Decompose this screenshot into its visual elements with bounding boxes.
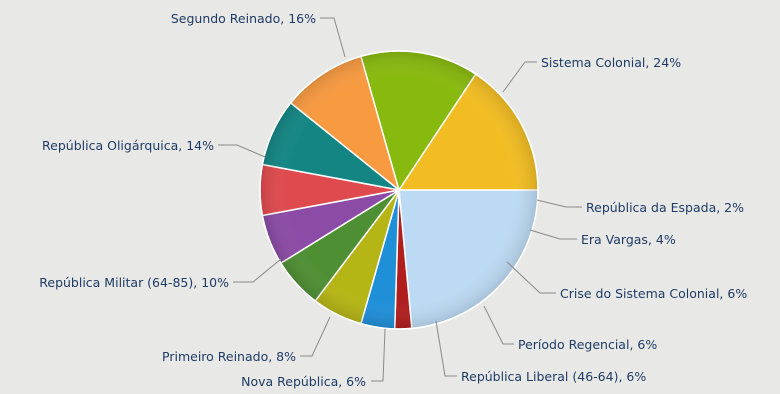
leader-line — [371, 328, 386, 382]
slice-label: República Oligárquica, 14% — [42, 138, 214, 153]
slice-labels: Sistema Colonial, 24% República da Espada… — [39, 11, 747, 389]
leader-line — [300, 316, 331, 357]
slice-label: Nova República, 6% — [241, 374, 366, 389]
leader-line — [536, 199, 582, 208]
leader-line — [506, 261, 556, 294]
slice-label: Sistema Colonial, 24% — [541, 55, 681, 70]
leader-line — [483, 305, 514, 345]
leader-line — [435, 320, 457, 377]
leader-line — [502, 61, 537, 93]
slice-label: Primeiro Reinado, 8% — [162, 349, 296, 364]
slice-label: República Liberal (46-64), 6% — [461, 369, 646, 384]
leader-line — [233, 258, 282, 283]
slice-label: Crise do Sistema Colonial, 6% — [560, 286, 747, 301]
pie-rim — [259, 50, 539, 330]
slice-label: Segundo Reinado, 16% — [171, 11, 316, 26]
slice-label: República da Espada, 2% — [586, 200, 744, 215]
slice-label: Era Vargas, 4% — [581, 232, 676, 247]
leader-line — [320, 17, 346, 58]
leader-lines — [218, 17, 582, 382]
leader-line — [529, 229, 577, 240]
slice-label: República Militar (64-85), 10% — [39, 275, 229, 290]
slice-label: Período Regencial, 6% — [518, 337, 657, 352]
leader-line — [218, 144, 266, 158]
